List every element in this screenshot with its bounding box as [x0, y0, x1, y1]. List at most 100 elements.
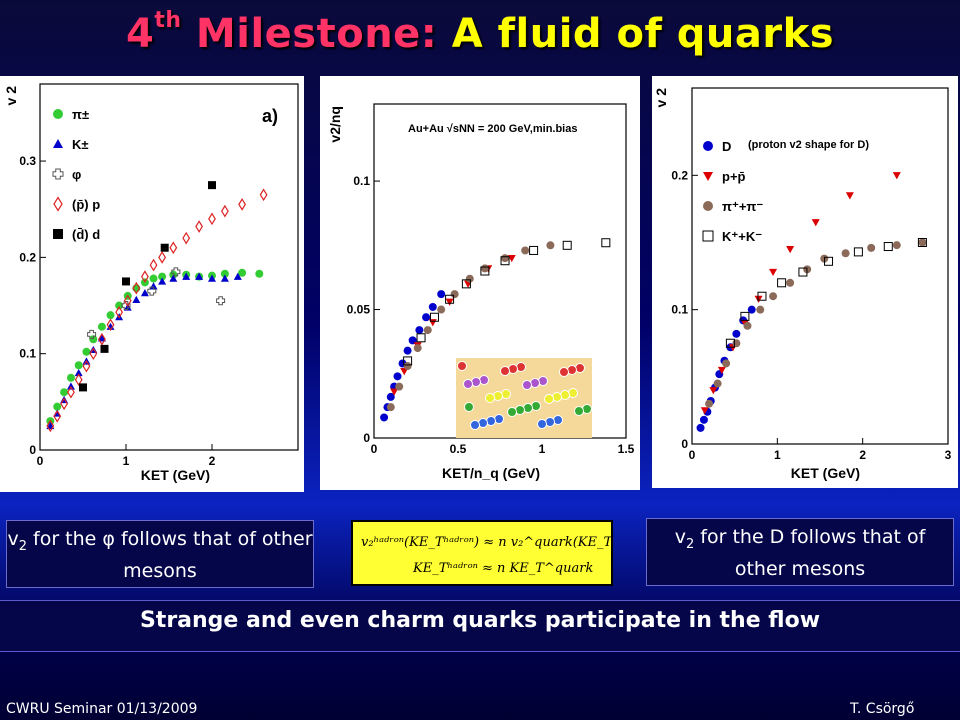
data-point — [501, 254, 510, 263]
data-point — [53, 402, 62, 411]
x-axis-label: KET (GeV) — [791, 465, 860, 481]
series-4 — [79, 181, 216, 392]
chart-annotation: Au+Au √sNN = 200 GeV,min.bias — [408, 123, 577, 135]
data-point — [725, 338, 735, 348]
slide-title: 4th Milestone: A fluid of quarks — [0, 8, 960, 57]
data-point — [169, 241, 178, 255]
data-point — [395, 382, 404, 391]
y-tick-label: 0.3 — [19, 154, 36, 168]
legend-entry: π⁺+π⁻ — [722, 199, 763, 214]
x-tick-label: 3 — [945, 448, 952, 462]
legend-marker — [53, 196, 63, 212]
y-tick-label: 0 — [363, 431, 370, 445]
data-point — [160, 243, 169, 252]
data-point — [100, 344, 109, 353]
data-point — [461, 279, 471, 289]
y-tick-label: 0.1 — [19, 347, 36, 361]
formula-svg: v₂ʰᵃᵈʳᵒⁿ(KE_Tʰᵃᵈʳᵒⁿ) ≈ n v₂^quark(KE_T^q… — [361, 535, 667, 576]
legend-entry: K⁺+K⁻ — [722, 229, 762, 244]
data-point — [403, 356, 413, 366]
data-point — [403, 346, 412, 355]
data-point — [722, 359, 731, 368]
data-point — [743, 321, 752, 330]
quark-fluid-illustration — [456, 358, 592, 438]
data-point — [777, 278, 787, 288]
legend-entry: (d̄) d — [72, 227, 100, 242]
data-point — [87, 329, 97, 339]
chart-panel-b: 0 0.5 1 1.5 0 0.05 0.1 KET/n_q (GeV) v2/nq Au+Au … — [320, 76, 640, 490]
quark-dot — [537, 419, 547, 429]
data-point — [386, 392, 395, 401]
data-point — [422, 313, 431, 322]
data-point — [141, 270, 149, 283]
x-tick-label: 1.5 — [618, 442, 635, 456]
data-point — [416, 333, 426, 343]
data-point — [60, 388, 69, 397]
quark-dot — [457, 361, 467, 371]
x-tick-label: 1 — [123, 454, 130, 468]
data-point — [195, 220, 204, 233]
data-point — [546, 241, 555, 250]
title-subject: A fluid of quarks — [451, 11, 835, 57]
left-caption-v: v — [7, 528, 19, 550]
data-point — [233, 272, 242, 280]
data-point — [437, 290, 446, 299]
left-caption-text: for the φ follows that of other mesons — [33, 528, 313, 582]
legend-marker — [703, 172, 713, 181]
legend-entry: φ — [72, 167, 81, 182]
y-axis-label: v2/nq — [327, 106, 343, 143]
data-point — [82, 359, 91, 373]
data-point — [437, 305, 446, 314]
data-point — [149, 258, 158, 272]
data-point — [122, 277, 130, 286]
legend-entry: D — [722, 139, 731, 154]
data-point — [97, 322, 106, 331]
legend-marker — [703, 141, 713, 151]
series-2 — [386, 241, 555, 412]
data-point — [97, 334, 106, 342]
data-point — [883, 242, 893, 252]
quark-dot — [470, 420, 480, 430]
quark-dot — [500, 366, 510, 376]
x-tick-label: 2 — [859, 448, 866, 462]
data-point — [182, 272, 191, 280]
data-point — [529, 245, 539, 255]
data-point — [53, 409, 62, 423]
data-point — [216, 296, 226, 306]
data-point — [132, 295, 141, 303]
data-point — [713, 379, 722, 388]
plot-frame — [39, 83, 299, 451]
legend-entry: π± — [72, 107, 89, 122]
data-point — [917, 237, 927, 247]
series-3 — [725, 237, 927, 348]
chart-a: 0 1 2 0 0.1 0.2 0.3 KET (GeV) v 2 a) π± K± φ (p̄) p (d… — [3, 83, 299, 483]
data-point — [480, 264, 489, 273]
legend-entry: p+p̄ — [722, 169, 746, 184]
data-point — [89, 335, 98, 344]
x-tick-label: 0.5 — [450, 442, 467, 456]
chart-annotation: (proton v2 shape for D) — [748, 139, 869, 151]
data-point — [769, 292, 778, 301]
series-0 — [46, 268, 264, 426]
quark-dot — [464, 402, 474, 412]
data-point — [238, 268, 247, 277]
series-0 — [380, 290, 446, 422]
data-point — [824, 256, 834, 266]
data-point — [115, 301, 124, 310]
title-number: 4 — [125, 11, 155, 57]
data-point — [74, 373, 83, 387]
quark-dot — [485, 393, 495, 403]
data-point — [732, 339, 741, 348]
data-point — [786, 246, 795, 254]
data-point — [106, 311, 115, 320]
chart-panel-a: 0 1 2 0 0.1 0.2 0.3 KET (GeV) v 2 a) π± K± φ (p̄) p (d… — [0, 76, 304, 492]
legend-marker — [53, 139, 63, 148]
x-tick-label: 1 — [774, 448, 781, 462]
data-point — [754, 295, 763, 303]
title-ordinal: th — [154, 8, 182, 33]
data-point — [756, 305, 765, 314]
quark-dot — [522, 380, 532, 390]
data-point — [601, 238, 611, 248]
data-point — [853, 247, 863, 257]
y-axis-label: v 2 — [3, 86, 19, 106]
